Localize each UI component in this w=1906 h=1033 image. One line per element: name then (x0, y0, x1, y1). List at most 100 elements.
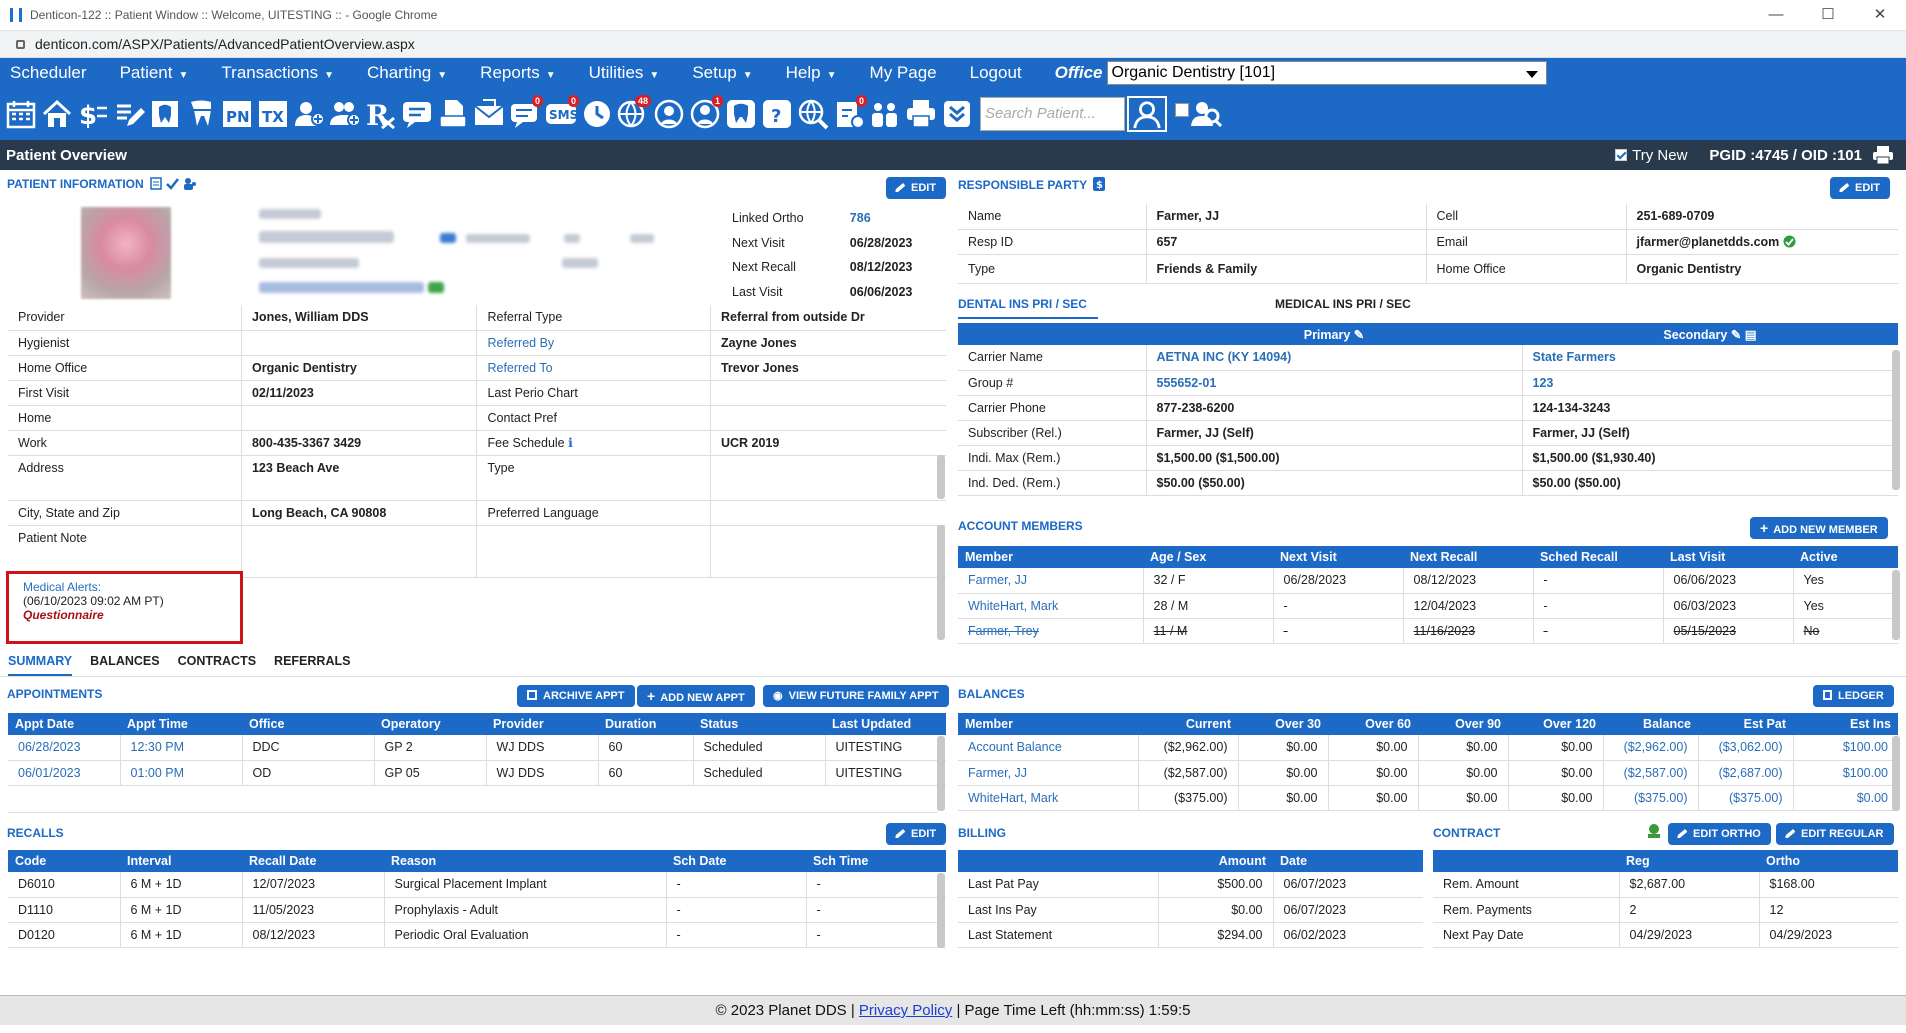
notes-pen-tool[interactable] (112, 96, 145, 132)
menu-reports[interactable]: Reports ▼ (480, 63, 555, 83)
table-cell[interactable]: ($2,962.00) (1603, 735, 1699, 761)
view-future-family-appt-button[interactable]: ◉ VIEW FUTURE FAMILY APPT (763, 685, 949, 707)
menu-logout[interactable]: Logout (970, 63, 1022, 83)
recalls-scrollbar[interactable] (937, 873, 945, 948)
menu-utilities[interactable]: Utilities ▼ (589, 63, 660, 83)
minimize-icon[interactable]: — (1768, 6, 1784, 23)
maximize-icon[interactable]: ☐ (1821, 6, 1835, 23)
dollar-arrow-tool[interactable]: $ (76, 96, 109, 132)
clock-tool[interactable] (580, 96, 613, 132)
address-bar[interactable]: denticon.com/ASPX/Patients/AdvancedPatie… (0, 31, 1906, 58)
email-tool[interactable] (472, 96, 505, 132)
edit-secondary-icon[interactable]: ✎ (1730, 327, 1742, 342)
try-new-label[interactable]: Try New (1632, 146, 1688, 164)
globe-people-tool[interactable]: 48 (616, 95, 651, 132)
try-new-checkbox[interactable] (1615, 149, 1628, 161)
medical-alerts-title[interactable]: Medical Alerts: (23, 580, 102, 594)
balance-scrollbar[interactable] (1892, 736, 1900, 811)
perio-tool[interactable] (184, 96, 217, 132)
table-cell[interactable]: Account Balance (958, 735, 1139, 761)
search-patient-input[interactable]: Search Patient... (980, 97, 1125, 131)
table-cell[interactable]: ($3,062.00) (1698, 735, 1794, 761)
group-tool[interactable] (868, 96, 901, 132)
table-cell[interactable]: WhiteHart, Mark (958, 785, 1139, 811)
url-text[interactable]: denticon.com/ASPX/Patients/AdvancedPatie… (35, 36, 415, 52)
search-patient-button[interactable] (1127, 96, 1167, 132)
dollar-doc-icon[interactable]: $ (1093, 177, 1106, 191)
office-select[interactable]: Organic Dentistry [101] (1106, 61, 1547, 85)
pn-tool[interactable]: PN (220, 96, 253, 132)
info-icon[interactable]: ℹ (564, 436, 573, 450)
doc-icon[interactable] (150, 177, 162, 190)
family-icon[interactable] (183, 177, 197, 190)
clipboard-check-tool[interactable]: 0 (832, 95, 867, 132)
responsible-edit-button[interactable]: EDIT (1830, 177, 1891, 199)
tab-contracts[interactable]: CONTRACTS (177, 654, 257, 668)
chat-note-tool[interactable] (400, 96, 433, 132)
tab-referrals[interactable]: REFERRALS (274, 654, 351, 668)
menu-help[interactable]: Help ▼ (786, 63, 837, 83)
table-cell[interactable]: ($2,587.00) (1603, 760, 1699, 786)
appt-scrollbar[interactable] (937, 736, 945, 811)
tab-dental-ins[interactable]: DENTAL INS PRI / SEC (958, 297, 1098, 319)
table-cell[interactable]: Farmer, Trey (958, 618, 1144, 644)
tooth-chart-tool[interactable] (148, 96, 181, 132)
download-shield-tool[interactable] (940, 96, 973, 132)
add-family-tool[interactable] (328, 96, 361, 132)
edit-primary-icon[interactable]: ✎ (1353, 327, 1365, 342)
menu-my-page[interactable]: My Page (870, 63, 937, 83)
people-search-tool[interactable] (1189, 96, 1222, 132)
close-icon[interactable]: ✕ (1873, 6, 1887, 23)
printer-doc-tool[interactable] (436, 96, 469, 132)
table-cell[interactable]: State Farmers (1522, 345, 1898, 371)
tab-balances[interactable]: BALANCES (90, 654, 160, 668)
advanced-search-checkbox[interactable] (1175, 103, 1189, 117)
tab-medical-ins[interactable]: MEDICAL INS PRI / SEC (1275, 297, 1411, 311)
menu-transactions[interactable]: Transactions ▼ (221, 63, 334, 83)
add-new-member-button[interactable]: + ADD NEW MEMBER (1750, 517, 1888, 539)
patient-scrollbar[interactable] (937, 455, 945, 499)
add-new-appt-button[interactable]: + ADD NEW APPT (637, 685, 755, 707)
recalls-edit-button[interactable]: EDIT (886, 823, 947, 845)
privacy-policy-link[interactable]: Privacy Policy (858, 1002, 953, 1019)
tooth-tool[interactable] (724, 96, 757, 132)
tab-summary[interactable]: SUMMARY (8, 654, 73, 676)
print-tool[interactable] (904, 96, 937, 132)
table-cell[interactable]: 555652-01 (1146, 370, 1523, 396)
table-cell[interactable]: 123 (1522, 370, 1898, 396)
archive-appt-button[interactable]: ARCHIVE APPT (517, 685, 635, 707)
table-cell[interactable]: ($2,687.00) (1698, 760, 1794, 786)
table-cell[interactable]: 786 (849, 211, 871, 226)
table-cell[interactable]: 06/28/2023 (8, 735, 121, 761)
members-scrollbar[interactable] (1892, 570, 1900, 640)
support-agent-tool[interactable] (652, 96, 685, 132)
notes-icon[interactable]: ▤ (1744, 327, 1757, 342)
questionnaire-link[interactable]: Questionnaire (23, 608, 104, 622)
table-cell[interactable]: WhiteHart, Mark (958, 593, 1144, 619)
globe-search-tool[interactable] (796, 96, 829, 132)
table-cell[interactable]: Farmer, JJ (958, 568, 1144, 594)
table-cell[interactable]: ($375.00) (1603, 785, 1699, 811)
edit-ortho-button[interactable]: EDIT ORTHO (1668, 823, 1771, 845)
table-cell[interactable]: Referred By (476, 330, 711, 356)
table-cell[interactable]: 12:30 PM (120, 735, 243, 761)
patient-edit-button[interactable]: EDIT (886, 177, 947, 199)
checkmark-icon[interactable] (165, 177, 180, 190)
patient-scrollbar-2[interactable] (937, 525, 945, 640)
help-tooth-tool[interactable]: ? (760, 96, 793, 132)
table-cell[interactable]: $0.00 (1793, 785, 1898, 811)
edit-regular-button[interactable]: EDIT REGULAR (1776, 823, 1894, 845)
table-cell[interactable]: ($375.00) (1698, 785, 1794, 811)
table-cell[interactable]: Referred To (476, 355, 711, 381)
table-cell[interactable]: 01:00 PM (120, 760, 243, 786)
ledger-button[interactable]: LEDGER (1813, 685, 1894, 707)
table-cell[interactable]: Farmer, JJ (958, 760, 1139, 786)
table-cell[interactable]: $100.00 (1793, 735, 1898, 761)
add-patient-tool[interactable] (292, 96, 325, 132)
print-icon[interactable] (1872, 145, 1894, 165)
calendar-tool[interactable] (4, 96, 37, 132)
rx-tool[interactable]: R (364, 96, 397, 132)
menu-patient[interactable]: Patient ▼ (120, 63, 189, 83)
money-icon[interactable] (1646, 823, 1662, 839)
message-tool[interactable]: 0 (508, 95, 543, 132)
